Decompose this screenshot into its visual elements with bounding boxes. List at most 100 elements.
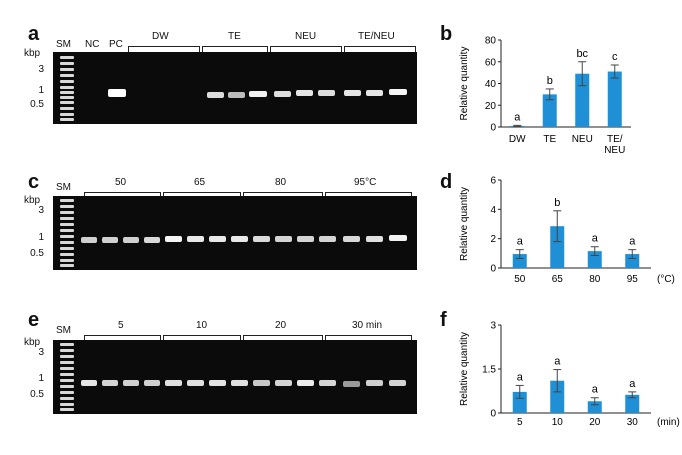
group-label-5: 5 <box>116 320 126 331</box>
category-label: 80 <box>589 274 601 285</box>
group-bracket-95 <box>325 192 412 198</box>
bar <box>550 226 565 268</box>
significance-letter: a <box>592 233 599 245</box>
marker-tick-1: 1 <box>38 373 44 384</box>
gel-image-e <box>53 340 417 414</box>
marker-tick-1: 1 <box>38 232 44 243</box>
y-tick-label: 0 <box>490 123 496 134</box>
panel-letter-a: a <box>28 23 40 45</box>
significance-letter: a <box>514 111 521 123</box>
marker-tick-3: 3 <box>38 347 44 358</box>
y-axis-label: Relative quantity <box>459 187 470 261</box>
x-unit-label: (°C) <box>657 274 675 285</box>
y-tick-label: 6 <box>490 176 496 187</box>
group-label-20: 20 <box>273 320 289 331</box>
marker-tick-3: 3 <box>38 64 44 75</box>
significance-letter: a <box>629 236 636 248</box>
panel-letter-f: f <box>440 309 447 331</box>
y-tick-label: 0 <box>490 264 496 275</box>
y-tick-label: 2 <box>490 234 496 245</box>
group-bracket-50 <box>84 192 161 198</box>
group-bracket-te-neu <box>344 46 416 52</box>
marker-tick-1: 1 <box>38 85 44 96</box>
significance-letter: a <box>517 371 524 383</box>
bar <box>625 254 640 268</box>
panel-letter-d: d <box>440 171 453 193</box>
bar-chart-f: 0 1.5 3 Relative quantity a 5 a 10 a 20 a 30 (min) <box>459 321 680 429</box>
gel-image-c <box>53 196 417 270</box>
significance-letter: a <box>592 384 599 396</box>
bar <box>575 73 590 127</box>
group-label-dw: DW <box>150 31 171 42</box>
group-bracket-10 <box>163 335 241 341</box>
y-tick-label: 80 <box>485 36 497 47</box>
group-label-65: 65 <box>192 177 208 188</box>
group-bracket-80 <box>243 192 323 198</box>
y-tick-label: 60 <box>485 57 497 68</box>
group-bracket-dw <box>128 46 200 52</box>
category-label: 95 <box>627 274 639 285</box>
y-tick-label: 40 <box>485 79 497 90</box>
group-label-50: 50 <box>113 177 129 188</box>
lane-label-sm: SM <box>56 325 71 336</box>
bar-chart-d: 0 2 4 6 Relative quantity a 50 b 65 a 80 a 95 (°C) <box>459 176 675 286</box>
bar <box>587 401 602 413</box>
panel-letter-b: b <box>440 23 453 45</box>
x-unit-label: (min) <box>657 417 680 428</box>
group-bracket-65 <box>163 192 241 198</box>
category-label: NEU <box>572 134 593 145</box>
category-label: NEU <box>604 145 625 156</box>
kbp-unit-label: kbp <box>24 48 41 59</box>
panel-letter-e: e <box>28 309 40 331</box>
marker-tick-3: 3 <box>38 205 44 216</box>
category-label: TE <box>543 134 556 145</box>
category-label: TE/ <box>607 134 623 145</box>
group-bracket-neu <box>270 46 342 52</box>
lane-label-sm: SM <box>56 39 71 50</box>
group-bracket-20 <box>243 335 323 341</box>
marker-tick-0-5: 0.5 <box>30 389 44 400</box>
group-bracket-30 <box>325 335 412 341</box>
group-label-neu: NEU <box>293 31 319 42</box>
group-label-10: 10 <box>194 320 210 331</box>
y-tick-label: 20 <box>485 101 497 112</box>
group-bracket-5 <box>84 335 161 341</box>
bar-chart-b: 0 20 40 60 80 Relative quantity a DW b TE bc NEU c TE… <box>459 36 631 156</box>
group-label-te-neu: TE/NEU <box>356 31 397 42</box>
panel-letter-c: c <box>28 171 40 193</box>
y-axis-label: Relative quantity <box>459 47 470 121</box>
y-tick-label: 3 <box>490 321 496 332</box>
marker-tick-0-5: 0.5 <box>30 248 44 259</box>
significance-letter: b <box>554 197 560 209</box>
bar <box>625 394 640 413</box>
category-label: 10 <box>552 417 564 428</box>
group-label-95c: 95°C <box>352 177 379 188</box>
lane-label-sm: SM <box>56 182 71 193</box>
y-tick-label: 1.5 <box>482 365 496 376</box>
kbp-unit-label: kbp <box>24 337 41 348</box>
bar <box>512 391 527 413</box>
category-label: 50 <box>514 274 526 285</box>
significance-letter: b <box>547 75 553 87</box>
significance-letter: a <box>517 236 524 248</box>
significance-letter: c <box>612 51 618 63</box>
kbp-unit-label: kbp <box>24 195 41 206</box>
category-label: 30 <box>627 417 639 428</box>
bar <box>512 254 527 268</box>
bar <box>607 71 622 127</box>
significance-letter: bc <box>576 48 588 60</box>
bar <box>542 94 557 127</box>
lane-label-pc: PC <box>109 39 123 50</box>
y-axis-label: Relative quantity <box>459 332 470 406</box>
category-label: 65 <box>552 274 564 285</box>
lane-label-nc: NC <box>85 39 100 50</box>
y-tick-label: 4 <box>490 205 496 216</box>
category-label: DW <box>509 134 526 145</box>
bar <box>550 380 565 413</box>
group-label-80: 80 <box>273 177 289 188</box>
group-label-30min: 30 min <box>350 320 385 331</box>
category-label: 5 <box>517 417 523 428</box>
group-label-te: TE <box>226 31 243 42</box>
marker-tick-0-5: 0.5 <box>30 99 44 110</box>
significance-letter: a <box>554 356 561 368</box>
